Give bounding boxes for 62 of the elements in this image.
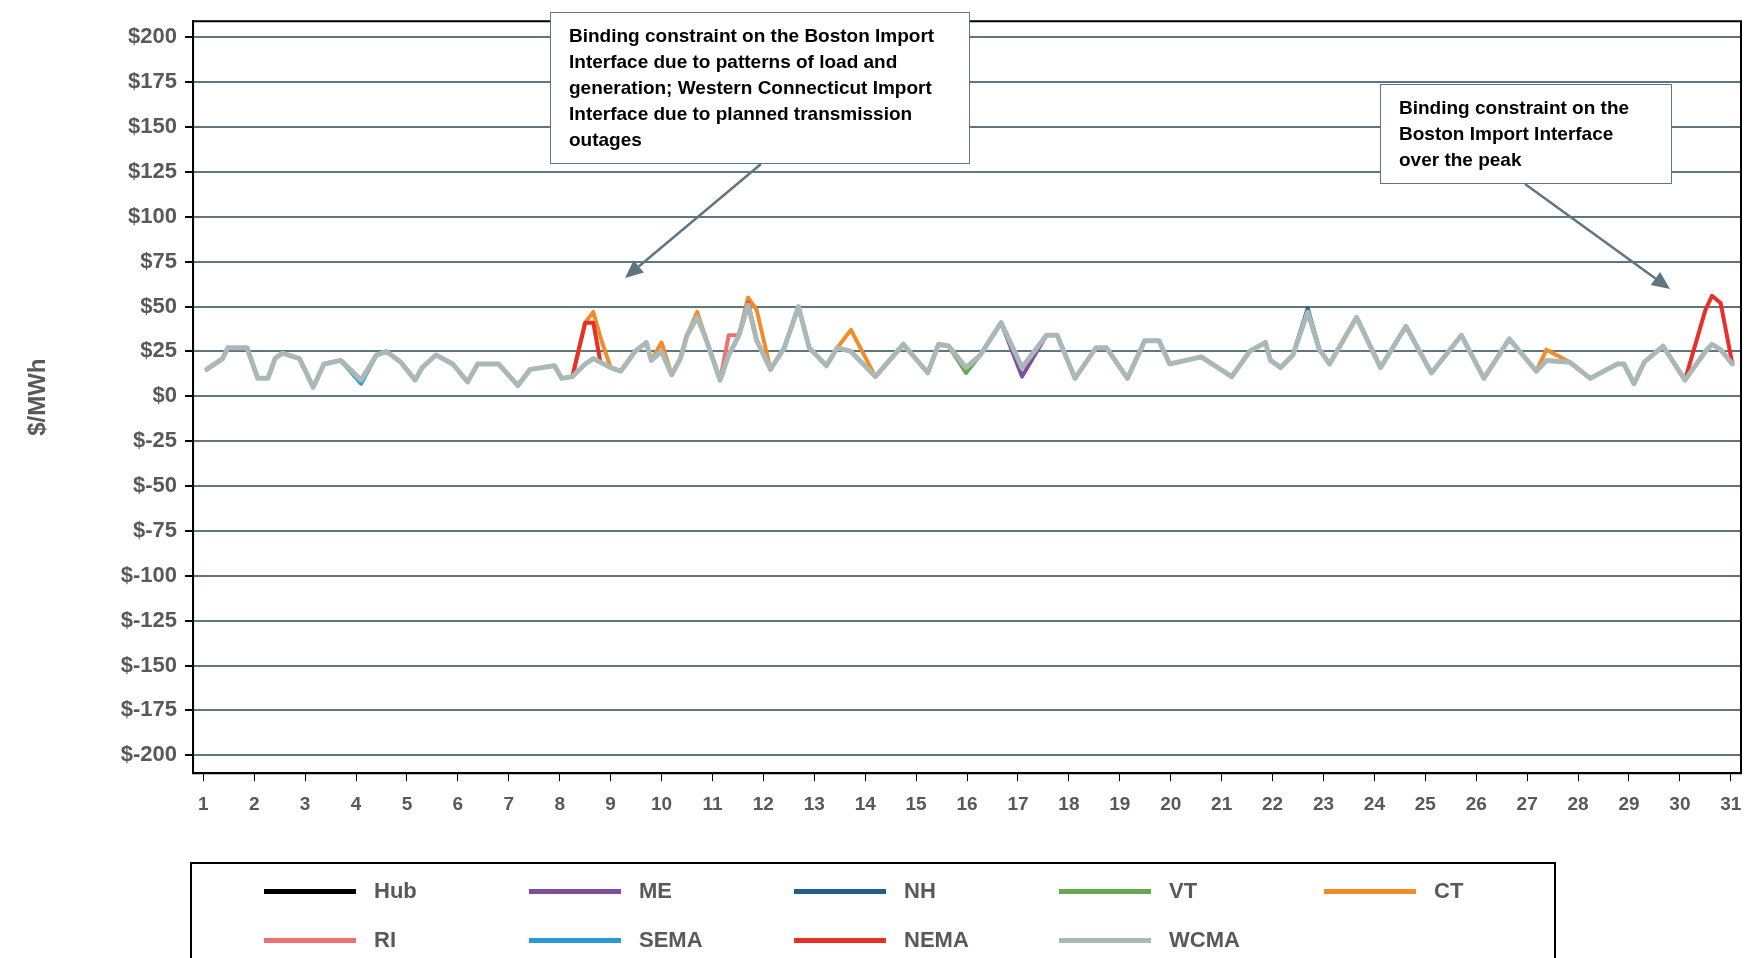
y-tick-label: $175 [128, 68, 178, 94]
x-tick-label: 16 [956, 792, 978, 814]
x-tick-label: 21 [1211, 792, 1233, 814]
y-tick-label: $25 [140, 337, 178, 363]
legend-label: NEMA [904, 927, 969, 953]
x-tick-label: 31 [1720, 792, 1742, 814]
legend-label: RI [374, 927, 396, 953]
x-tick-label: 20 [1160, 792, 1182, 814]
legend-label: WCMA [1169, 927, 1240, 953]
y-tick-label: $-50 [133, 472, 178, 498]
y-tick-label: $200 [128, 23, 178, 49]
x-tick-label: 4 [350, 792, 362, 814]
legend-label: Hub [374, 878, 417, 904]
x-tick-label: 29 [1618, 792, 1640, 814]
y-tick-label: $75 [140, 247, 178, 273]
y-tick-label: $150 [128, 113, 178, 139]
y-axis-title: $/MWh [23, 358, 51, 436]
x-tick-label: 24 [1363, 792, 1386, 814]
x-tick-label: 15 [905, 792, 928, 814]
y-tick-label: $-25 [133, 427, 178, 453]
annotation: Binding constraint on the Boston Import Interface due to patterns of load and generation; Western Connecticut Import Interface due to planned transmission outages [569, 25, 935, 150]
x-tick-label: 6 [452, 792, 464, 814]
x-tick-label: 19 [1109, 792, 1131, 814]
x-tick-label: 7 [503, 792, 515, 814]
x-tick-label: 1 [197, 792, 209, 814]
y-tick-label: $-200 [120, 741, 178, 767]
legend-label: NH [904, 878, 936, 904]
legend-label: SEMA [639, 927, 703, 953]
x-tick-label: 9 [605, 792, 616, 814]
y-tick-label: $-150 [120, 651, 178, 677]
legend-label: CT [1434, 878, 1464, 904]
y-tick-label: $-175 [120, 696, 178, 722]
x-tick-label: 10 [650, 792, 673, 814]
x-tick-label: 26 [1465, 792, 1487, 814]
x-tick-label: 30 [1669, 792, 1691, 814]
y-tick-label: $100 [128, 202, 178, 228]
y-tick-label: $50 [140, 292, 178, 318]
annotation: Binding constraint on the Boston Import Interface over the peak [1399, 97, 1630, 170]
y-tick-label: $-100 [120, 561, 178, 587]
x-tick-label: 14 [854, 792, 877, 814]
callout: Binding constraint on the Boston Import Interface over the peak [1380, 84, 1672, 184]
x-tick-label: 2 [248, 792, 260, 814]
x-tick-label: 22 [1261, 792, 1284, 814]
x-tick-label: 3 [299, 792, 311, 814]
y-tick-label: $-125 [120, 606, 178, 632]
x-tick-label: 25 [1414, 792, 1437, 814]
x-tick-label: 23 [1312, 792, 1335, 814]
legend-label: VT [1169, 878, 1198, 904]
x-tick-label: 13 [803, 792, 825, 814]
x-tick-label: 27 [1516, 792, 1538, 814]
x-tick-label: 11 [702, 792, 723, 814]
y-tick-label: $125 [128, 158, 178, 184]
x-tick-label: 5 [401, 792, 413, 814]
x-tick-label: 17 [1007, 792, 1029, 814]
x-tick-label: 12 [752, 792, 774, 814]
x-tick-label: 28 [1567, 792, 1589, 814]
x-tick-label: 8 [554, 792, 565, 814]
y-tick-label: $-75 [133, 516, 178, 542]
y-tick-label: $0 [152, 382, 178, 408]
callout: Binding constraint on the Boston Import Interface due to patterns of load and generation; Western Connecticut Import Interface due to planned transmission outages [550, 12, 970, 164]
legend-label: ME [639, 878, 672, 904]
x-tick-label: 18 [1058, 792, 1080, 814]
